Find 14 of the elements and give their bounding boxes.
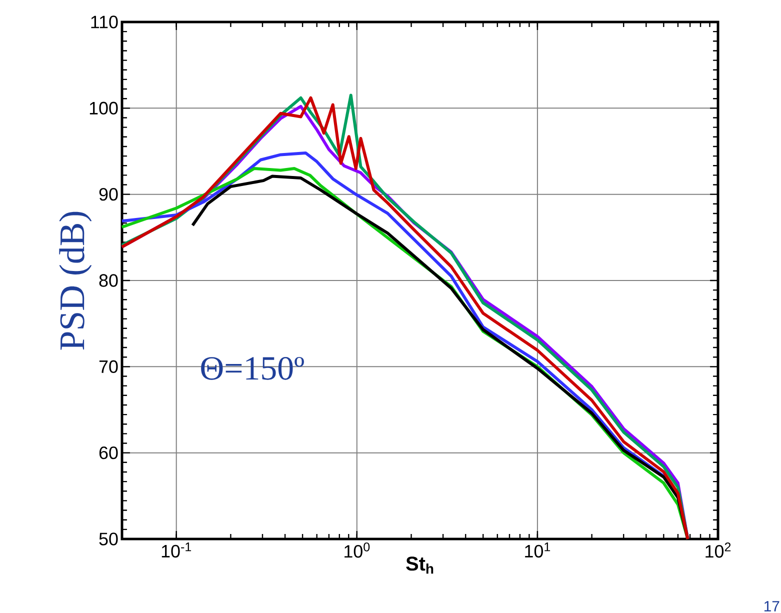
y-tick-label: 80 (99, 274, 118, 287)
y-axis-title: PSD (dB) (59, 212, 92, 350)
y-tick-label: 60 (99, 446, 118, 460)
text: 17 (764, 601, 780, 612)
y-tick-label: 100 (90, 102, 118, 115)
y-tick-label: 70 (99, 360, 118, 374)
x-tick-label: 10$^{2}$ (706, 542, 731, 558)
y-tick-label: 90 (99, 188, 118, 201)
y-tick-label: 50 (99, 532, 118, 546)
y-tick-label: 110 (91, 16, 118, 28)
x-tick-label: 10$^{1}$ (525, 542, 550, 558)
x-axis-title: St$_{h}$ (406, 556, 434, 574)
x-tick-label: 10$^{-1}$ (162, 542, 192, 558)
x-tick-label: 10$^{0}$ (344, 542, 370, 558)
